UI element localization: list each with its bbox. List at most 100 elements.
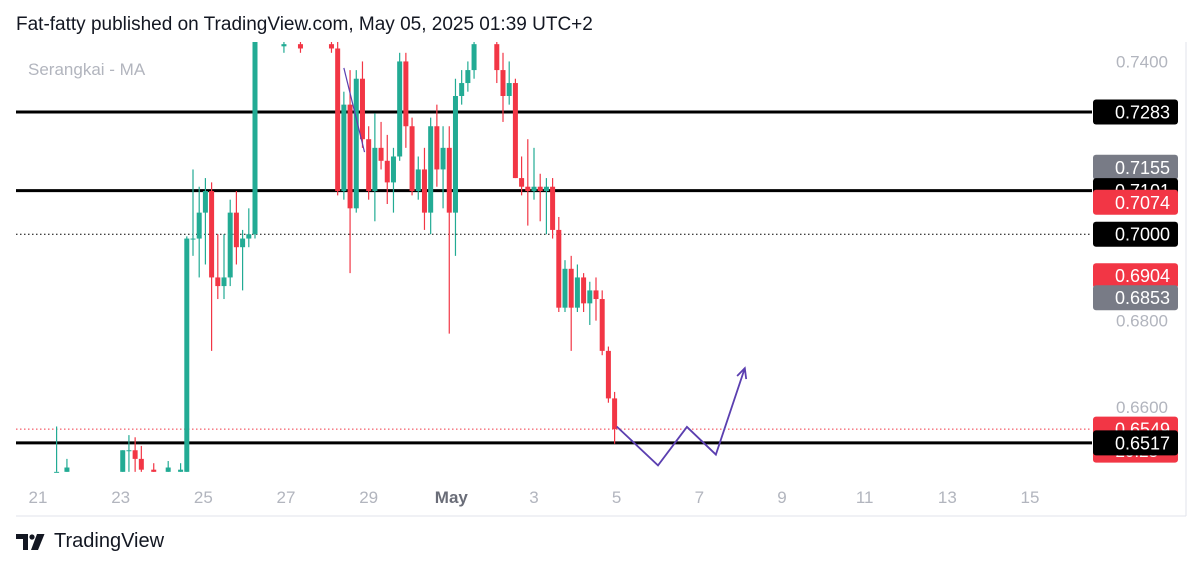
horizontal-levels — [16, 110, 1092, 445]
candle — [184, 236, 190, 472]
projection-path — [616, 367, 746, 467]
candle-body — [64, 467, 70, 472]
candle-body — [543, 186, 549, 192]
tradingview-logo-icon[interactable] — [16, 532, 46, 552]
candle — [190, 169, 196, 256]
candle-body — [341, 104, 347, 192]
candle — [452, 78, 458, 256]
candle-body — [397, 61, 403, 157]
candle-body — [233, 212, 239, 248]
candle-body — [415, 169, 421, 192]
candle — [165, 461, 171, 472]
candle — [440, 126, 446, 209]
candle-body — [519, 178, 525, 187]
candle-body — [428, 126, 434, 213]
candle-body — [126, 450, 132, 452]
candle-body — [347, 104, 353, 209]
candle-body — [556, 229, 562, 308]
candlestick-chart[interactable]: 21 23 25 27 29 May 3 5 7 9 11 13 15 0.7400 0.6800 0.66… — [0, 0, 1200, 520]
candle — [281, 42, 287, 53]
candle-body — [587, 290, 593, 304]
candle-body — [471, 44, 477, 71]
tradingview-brand[interactable]: TradingView — [54, 530, 165, 552]
candle-body — [252, 42, 258, 235]
candle-body — [353, 78, 359, 209]
candle — [335, 42, 341, 196]
candle-body — [593, 290, 599, 300]
trend-annotation — [343, 67, 366, 153]
candle-body — [421, 169, 427, 213]
candle-body — [531, 186, 537, 192]
candle — [593, 277, 599, 321]
candle-body — [281, 44, 287, 47]
candle-body — [599, 299, 605, 351]
drawings — [343, 67, 748, 467]
candle — [494, 42, 500, 84]
candle-body — [506, 83, 512, 96]
x-tick-label: 7 — [695, 488, 704, 507]
candle — [512, 78, 518, 179]
candle-body — [184, 238, 190, 472]
projection-arrowhead — [736, 366, 748, 380]
candle-body — [209, 191, 215, 278]
price-tag: 0.7155 — [1093, 154, 1178, 180]
candle — [446, 126, 452, 334]
candle — [196, 186, 202, 278]
x-tick-label: 11 — [856, 488, 874, 507]
candle — [537, 173, 543, 222]
candle — [531, 147, 537, 200]
candles — [54, 42, 618, 473]
y-tick-label: 0.6600 — [1116, 398, 1168, 417]
price-tag: 0.7074 — [1093, 189, 1178, 215]
candle — [240, 229, 246, 291]
candle-body — [568, 268, 574, 308]
candle — [459, 70, 465, 105]
candle-body — [54, 471, 60, 473]
candle — [372, 113, 378, 222]
x-tick-label: 25 — [194, 488, 213, 507]
candle-body — [525, 186, 531, 192]
candle — [366, 126, 372, 200]
x-tick-label: 15 — [1021, 488, 1040, 507]
price-tag: 0.6904 — [1093, 263, 1178, 289]
candle — [138, 445, 144, 472]
candle-body — [446, 147, 452, 213]
candle — [384, 134, 390, 204]
candle-body — [138, 458, 144, 470]
candle — [341, 91, 347, 200]
candle — [297, 42, 303, 53]
candle — [120, 450, 126, 472]
candle — [227, 199, 233, 287]
candle-body — [335, 48, 341, 192]
candle — [519, 156, 525, 196]
candle-body — [384, 160, 390, 183]
candle-body — [494, 44, 500, 71]
candle — [550, 178, 556, 239]
candle-body — [215, 277, 221, 287]
candle — [568, 255, 574, 351]
candle — [215, 234, 221, 300]
candle — [605, 346, 611, 403]
x-tick-label: 21 — [29, 488, 48, 507]
candle — [525, 139, 531, 226]
candle-body — [434, 126, 440, 170]
price-tag: 0.6517 — [1093, 430, 1178, 456]
x-tick-label: 29 — [359, 488, 378, 507]
candle — [126, 435, 132, 472]
candle — [378, 121, 384, 170]
candle — [415, 156, 421, 200]
candle-body — [359, 78, 365, 140]
candle — [252, 42, 258, 239]
candle — [246, 208, 252, 248]
price-tag: 0.7283 — [1093, 99, 1178, 125]
candle — [612, 391, 618, 444]
candle — [64, 458, 70, 472]
price-tag-value: 0.6517 — [1115, 433, 1170, 453]
candle-body — [465, 70, 471, 84]
price-tag: 0.7000 — [1093, 221, 1178, 247]
price-tag-bg — [1093, 189, 1178, 215]
candle — [556, 216, 562, 312]
price-tag-value: 0.7000 — [1115, 225, 1170, 245]
candle-body — [178, 469, 184, 472]
candle-body — [240, 238, 246, 248]
